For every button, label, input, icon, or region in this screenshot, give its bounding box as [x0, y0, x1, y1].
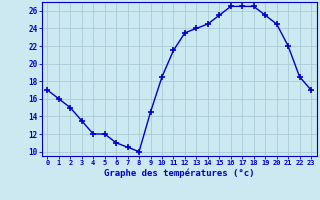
- X-axis label: Graphe des températures (°c): Graphe des températures (°c): [104, 169, 254, 178]
